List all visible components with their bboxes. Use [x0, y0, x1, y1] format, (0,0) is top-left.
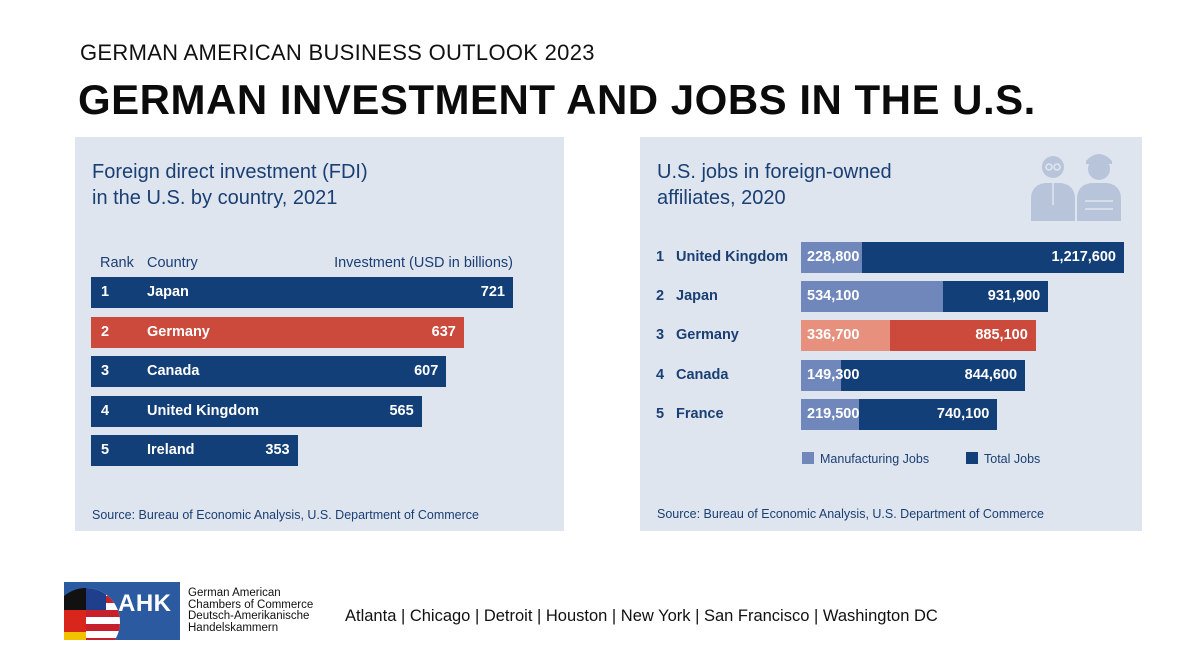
fdi-header-value: Investment (USD in billions) — [334, 255, 513, 271]
org-line: Deutsch-Amerikanische — [188, 610, 310, 622]
legend-swatch — [802, 452, 814, 464]
jobs-manufacturing-bar — [801, 242, 862, 273]
fdi-bar-japan: 1 Japan 721 — [91, 277, 513, 308]
kicker-title: GERMAN AMERICAN BUSINESS OUTLOOK 2023 — [80, 40, 595, 65]
fdi-panel: Foreign direct investment (FDI) in the U… — [75, 137, 564, 531]
jobs-country: Japan — [676, 288, 718, 305]
fdi-value-label: 721 — [480, 284, 505, 300]
logo-text: AHK — [118, 590, 172, 617]
fdi-header-rank: Rank — [100, 255, 134, 271]
fdi-bar-ireland: 5 Ireland 353 — [91, 435, 298, 467]
fdi-bar-germany: 2 Germany 637 — [91, 316, 464, 348]
legend-label: Manufacturing Jobs — [820, 452, 930, 466]
legend-total: Total Jobs — [966, 452, 1040, 466]
jobs-total-label: 1,217,600 — [1051, 249, 1116, 265]
fdi-country: Canada — [147, 363, 200, 380]
fdi-rank: 4 — [101, 402, 110, 419]
fdi-value-label: 607 — [414, 363, 439, 380]
jobs-country-label: 4 Canada — [656, 367, 728, 383]
jobs-manufacturing-label: 228,800 — [807, 249, 860, 265]
jobs-panel: U.S. jobs in foreign-owned affiliates, 2… — [640, 137, 1142, 531]
jobs-rank: 2 — [656, 288, 665, 305]
fdi-rank: 3 — [101, 363, 110, 380]
jobs-country: France — [676, 405, 724, 422]
jobs-manufacturing-label: 149,300 — [807, 366, 860, 383]
jobs-manufacturing-bar — [801, 359, 841, 391]
fdi-value-label: 353 — [265, 442, 290, 459]
org-line: German American — [188, 587, 281, 599]
jobs-manufacturing-bar — [801, 398, 860, 430]
jobs-rank: 4 — [656, 366, 665, 383]
jobs-manufacturing-bar — [801, 320, 891, 352]
legend-label: Total Jobs — [984, 452, 1041, 466]
ahk-logo: AHK German American Chambers of Commerce… — [64, 582, 313, 640]
jobs-total-label: 740,100 — [936, 405, 990, 422]
jobs-source: Source: Bureau of Economic Analysis, U.S… — [657, 507, 1044, 521]
legend-manufacturing: Manufacturing Jobs — [802, 452, 929, 466]
jobs-total-bar-japan: 534,100 931,900 — [801, 281, 1049, 313]
jobs-total-label: 931,900 — [987, 288, 1041, 305]
jobs-total-bar-united-kingdom: 228,800 1,217,600 — [801, 242, 1124, 273]
jobs-manufacturing-label: 534,100 — [807, 288, 860, 305]
legend-swatch — [966, 452, 978, 464]
org-line: Handelskammern — [188, 621, 279, 634]
jobs-title-line: U.S. jobs in foreign-owned — [657, 161, 892, 183]
jobs-manufacturing-label: 219,500 — [807, 405, 860, 422]
jobs-total-bar-germany: 336,700 885,100 — [801, 320, 1036, 352]
ahk-logo-box: AHK — [64, 582, 180, 640]
jobs-total-label: 844,600 — [964, 366, 1018, 383]
fdi-country: United Kingdom — [147, 402, 259, 419]
jobs-title-line: affiliates, 2020 — [657, 187, 786, 209]
jobs-manufacturing-label: 336,700 — [807, 327, 860, 344]
jobs-rank: 5 — [656, 405, 665, 422]
jobs-country: Canada — [676, 366, 729, 383]
jobs-manufacturing-bar — [801, 281, 943, 313]
jobs-title: U.S. jobs in foreign-owned affiliates, 2… — [657, 159, 892, 211]
jobs-rank: 1 — [656, 249, 665, 265]
fdi-rank: 2 — [101, 323, 110, 340]
jobs-country-label: 2 Japan — [656, 288, 718, 304]
fdi-country: Japan — [147, 284, 189, 300]
fdi-value-label: 637 — [431, 323, 456, 340]
org-line: Chambers of Commerce — [188, 598, 314, 611]
jobs-country: Germany — [676, 327, 739, 344]
org-name: German American Chambers of Commerce Deu… — [188, 587, 314, 634]
fdi-title-line: Foreign direct investment (FDI) — [92, 161, 368, 183]
flag-emblem-icon — [64, 588, 120, 640]
jobs-country-label: 3 Germany — [656, 327, 739, 343]
chamber-cities: Atlanta | Chicago | Detroit | Houston | … — [345, 607, 938, 625]
fdi-rank: 5 — [101, 442, 110, 459]
headline: GERMAN INVESTMENT AND JOBS IN THE U.S. — [78, 76, 1036, 123]
fdi-value-label: 565 — [389, 402, 414, 419]
fdi-bar-united-kingdom: 4 United Kingdom 565 — [91, 395, 422, 427]
workers-icon — [1031, 154, 1121, 221]
jobs-total-bar-france: 219,500 740,100 — [801, 398, 998, 430]
jobs-rank: 3 — [656, 327, 665, 344]
jobs-country-label: 1 United Kingdom — [656, 249, 788, 265]
fdi-header-country: Country — [147, 255, 198, 271]
fdi-bar-canada: 3 Canada 607 — [91, 356, 447, 388]
fdi-rank: 1 — [101, 284, 110, 300]
jobs-total-label: 885,100 — [975, 327, 1028, 344]
fdi-title: Foreign direct investment (FDI) in the U… — [92, 159, 368, 211]
fdi-title-line: in the U.S. by country, 2021 — [92, 187, 338, 209]
jobs-total-bar-canada: 149,300 844,600 — [801, 359, 1026, 391]
fdi-source: Source: Bureau of Economic Analysis, U.S… — [92, 508, 479, 522]
jobs-country-label: 5 France — [656, 406, 724, 422]
fdi-country: Ireland — [147, 442, 195, 459]
fdi-country: Germany — [147, 323, 210, 340]
jobs-country: United Kingdom — [676, 249, 788, 265]
